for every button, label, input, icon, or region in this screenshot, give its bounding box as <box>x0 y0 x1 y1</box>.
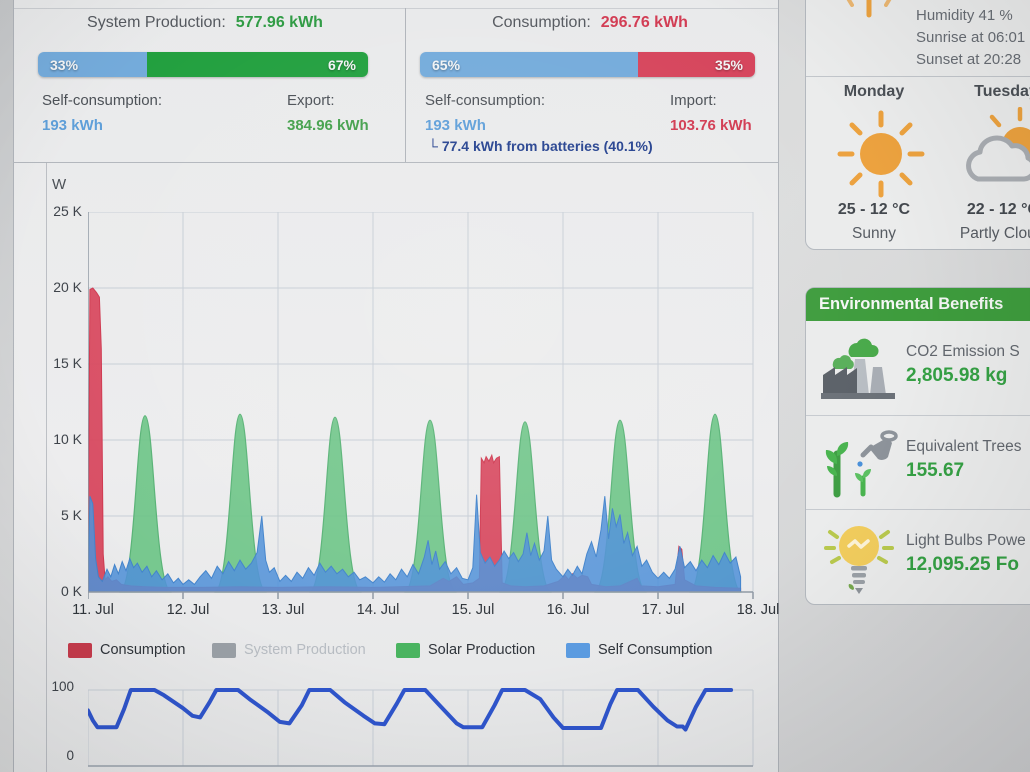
main-chart-xtick: 18. Jul <box>736 602 780 618</box>
env-row-co2: CO2 Emission S 2,805.98 kg <box>806 321 1030 415</box>
forecast-day-1-name: Monday <box>843 83 905 100</box>
forecast-day-2-condition: Partly Cloudy <box>959 225 1030 242</box>
production-self-consumption-value: 193 kWh <box>42 117 103 134</box>
partly-cloudy-icon <box>966 107 1030 182</box>
main-chart-xtick: 15. Jul <box>451 602 495 618</box>
battery-ytick-0: 0 <box>66 748 74 763</box>
battery-note-text: 77.4 kWh from batteries (40.1%) <box>441 138 653 154</box>
production-bar-self-segment: 33% <box>38 52 147 77</box>
consumption-self-consumption-label: Self-consumption: <box>425 92 546 109</box>
forecast-day-1-condition: Sunny <box>852 225 896 242</box>
main-chart-xtick: 14. Jul <box>356 602 400 618</box>
sun-icon <box>837 110 925 198</box>
environmental-benefits-header: Environmental Benefits <box>806 288 1030 321</box>
main-power-chart <box>87 211 758 604</box>
main-chart-ytick: 5 K <box>60 507 82 523</box>
forecast-day-2-temp: 22 - 12 °C <box>966 201 1030 218</box>
bulb-icon <box>816 520 902 594</box>
legend-item-consumption[interactable]: Consumption <box>68 642 185 658</box>
legend-label: Solar Production <box>428 642 536 658</box>
legend-label: Consumption <box>100 642 186 658</box>
panel-left-border <box>13 0 14 772</box>
main-panel <box>13 0 778 772</box>
import-label: Import: <box>670 92 717 109</box>
production-bar-export-segment: 67% <box>146 52 368 77</box>
main-chart-xtick: 12. Jul <box>166 602 210 618</box>
production-title: System Production: <box>87 14 226 31</box>
production-ratio-bar: 33% 67% <box>38 52 368 77</box>
consumption-bar-left-label: 65% <box>432 56 461 73</box>
weather-card: Humidity 41 % Sunrise at 06:01 Sunset at… <box>805 0 1030 250</box>
panel-right-border <box>778 0 779 772</box>
main-chart-ytick: 10 K <box>53 431 82 447</box>
forecast-day-1-temp: 25 - 12 °C <box>837 201 911 218</box>
main-chart-xtick: 16. Jul <box>546 602 590 618</box>
consumption-title: Consumption: <box>492 14 591 31</box>
legend-item-system-production[interactable]: System Production <box>212 642 366 658</box>
import-value: 103.76 kWh <box>670 117 752 134</box>
consumption-ratio-bar: 65% 35% <box>420 52 755 77</box>
consumption-value: 296.76 kWh <box>600 14 688 31</box>
env-row-trees: Equivalent Trees 155.67 <box>806 415 1030 510</box>
production-bar-right-label: 67% <box>327 56 356 73</box>
sunrise-text: Sunrise at 06:01 <box>916 29 1026 46</box>
main-chart-ytick: 20 K <box>53 279 82 295</box>
equivalent-trees-value: 155.67 <box>906 460 965 481</box>
legend-item-self-consumption[interactable]: Self Consumption <box>566 642 712 658</box>
consumption-self-consumption-value: 193 kWh <box>425 117 486 134</box>
consumption-title-row: Consumption: 296.76 kWh <box>440 14 740 32</box>
export-value: 384.96 kWh <box>287 117 369 134</box>
self-consumption-swatch-icon <box>566 642 590 658</box>
main-chart-ytick: 15 K <box>53 355 82 371</box>
chart-panel-left-border <box>46 162 47 772</box>
system-production-swatch-icon <box>212 642 236 658</box>
legend-label: Self Consumption <box>598 642 713 658</box>
environmental-benefits-card: Environmental Benefits CO2 Emission S 2,… <box>805 287 1030 605</box>
battery-contribution-note: └ 77.4 kWh from batteries (40.1%) <box>428 138 653 154</box>
light-bulbs-value: 12,095.25 Fo <box>906 554 1020 575</box>
co2-emission-label: CO2 Emission S <box>906 343 1020 360</box>
forecast-day-2-name: Tuesday <box>974 83 1030 100</box>
legend-item-solar-production[interactable]: Solar Production <box>396 642 535 658</box>
consumption-swatch-icon <box>68 642 92 658</box>
solar-production-swatch-icon <box>396 642 420 658</box>
battery-ytick-100: 100 <box>51 679 74 694</box>
production-self-consumption-label: Self-consumption: <box>42 92 163 109</box>
weather-divider <box>806 76 1030 77</box>
sun-partial-icon <box>846 0 892 18</box>
sunset-text: Sunset at 20:28 <box>916 51 1022 68</box>
legend-label: System Production <box>244 642 366 658</box>
consumption-bar-self-segment: 65% <box>420 52 638 77</box>
equivalent-trees-label: Equivalent Trees <box>906 438 1022 455</box>
export-label: Export: <box>287 92 335 109</box>
battery-soc-chart <box>86 684 760 772</box>
y-axis-unit-label: W <box>52 176 67 193</box>
main-chart-ytick: 25 K <box>53 203 82 219</box>
summary-divider <box>405 8 406 162</box>
light-bulbs-label: Light Bulbs Powe <box>906 532 1026 549</box>
main-chart-xtick: 17. Jul <box>641 602 685 618</box>
co2-emission-value: 2,805.98 kg <box>906 365 1008 386</box>
env-row-bulbs: Light Bulbs Powe 12,095.25 Fo <box>806 509 1030 604</box>
summary-top-border <box>13 8 778 9</box>
consumption-bar-right-label: 35% <box>714 56 743 73</box>
trees-icon <box>816 426 902 500</box>
main-chart-ytick: 0 K <box>60 583 82 599</box>
humidity-text: Humidity 41 % <box>916 7 1013 24</box>
consumption-bar-import-segment: 35% <box>637 52 755 77</box>
summary-bottom-border <box>13 162 778 163</box>
factory-icon <box>816 331 902 405</box>
main-chart-xtick: 11. Jul <box>72 602 114 618</box>
main-chart-xtick: 13. Jul <box>261 602 305 618</box>
production-bar-left-label: 33% <box>50 56 79 73</box>
production-value: 577.96 kWh <box>235 14 323 31</box>
branch-glyph: └ <box>428 138 438 154</box>
production-title-row: System Production: 577.96 kWh <box>55 14 355 32</box>
